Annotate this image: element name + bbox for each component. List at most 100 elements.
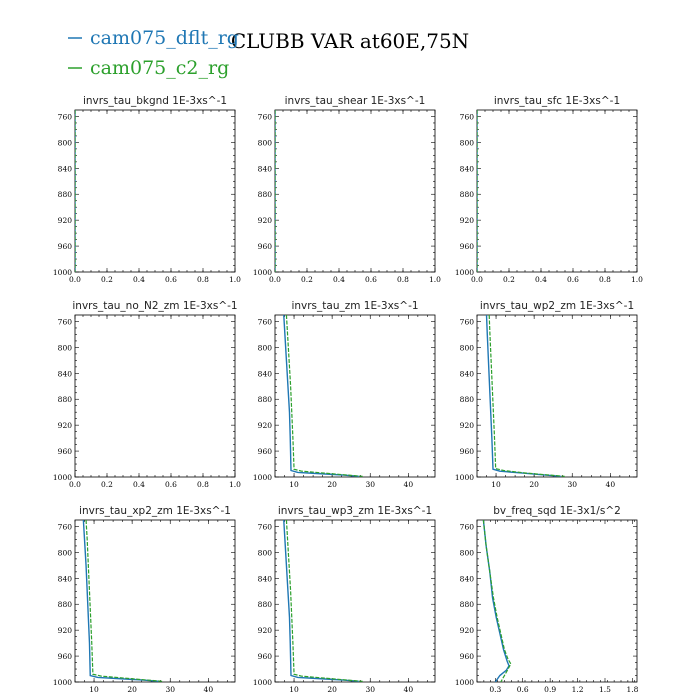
y-tick-label: 800 xyxy=(258,343,273,352)
y-tick-label: 840 xyxy=(460,164,475,173)
y-tick-label: 920 xyxy=(460,216,475,225)
series-line-cam075-dflt-rg xyxy=(283,315,359,477)
y-tick-label: 760 xyxy=(58,522,73,531)
y-tick-label: 920 xyxy=(258,216,273,225)
y-tick-label: 1000 xyxy=(53,268,72,277)
y-tick-label: 840 xyxy=(258,574,273,583)
plot-frame xyxy=(476,109,638,273)
y-tick-label: 920 xyxy=(58,421,73,430)
x-tick-label: 0.4 xyxy=(133,480,145,489)
y-tick-label: 880 xyxy=(258,395,273,404)
x-tick-label: 0.2 xyxy=(301,275,313,284)
x-tick-label: 0.0 xyxy=(69,275,81,284)
y-tick-label: 880 xyxy=(460,395,475,404)
panel-2: invrs_tau_shear 1E-3xs^-1 760 800 840 880 920… xyxy=(253,95,441,284)
plot-frame xyxy=(274,519,436,683)
y-tick-label: 760 xyxy=(58,112,73,121)
x-tick-label: 0.4 xyxy=(133,275,145,284)
series-line-cam075-dflt-rg xyxy=(82,520,159,682)
panel-4: invrs_tau_no_N2_zm 1E-3xs^-1 760 800 840 880… xyxy=(53,300,241,489)
x-tick-label: 40 xyxy=(404,480,414,489)
x-tick-label: 0.8 xyxy=(197,275,209,284)
y-tick-label: 840 xyxy=(258,369,273,378)
plot-frame xyxy=(74,109,236,273)
panel-title: invrs_tau_wp2_zm 1E-3xs^-1 xyxy=(480,300,634,312)
panel-title: invrs_tau_zm 1E-3xs^-1 xyxy=(291,300,418,312)
x-tick-label: 1.0 xyxy=(229,275,241,284)
x-tick-label: 20 xyxy=(327,685,337,694)
panel-title: invrs_tau_wp3_zm 1E-3xs^-1 xyxy=(278,505,432,517)
y-tick-label: 960 xyxy=(258,242,273,251)
panel-6: invrs_tau_wp2_zm 1E-3xs^-1 760 800 840 880 92… xyxy=(455,300,638,489)
panel-title: invrs_tau_bkgnd 1E-3xs^-1 xyxy=(83,95,227,107)
panel-title: invrs_tau_shear 1E-3xs^-1 xyxy=(285,95,426,107)
x-tick-label: 0.4 xyxy=(333,275,345,284)
y-tick-label: 840 xyxy=(460,369,475,378)
plot-frame xyxy=(476,519,638,683)
x-tick-label: 1.8 xyxy=(626,685,638,694)
y-tick-label: 760 xyxy=(258,112,273,121)
x-tick-label: 40 xyxy=(404,685,414,694)
legend-label: cam075_dflt_rg xyxy=(90,27,239,49)
panel-1: invrs_tau_bkgnd 1E-3xs^-1 760 800 840 880 920… xyxy=(53,95,241,284)
x-tick-label: 0.0 xyxy=(69,480,81,489)
x-tick-label: 30 xyxy=(365,685,375,694)
y-tick-label: 840 xyxy=(58,369,73,378)
y-tick-label: 800 xyxy=(460,548,475,557)
y-tick-label: 880 xyxy=(58,190,73,199)
x-tick-label: 20 xyxy=(327,480,337,489)
figure-title: CLUBB VAR at60E,75N xyxy=(231,29,469,53)
series-line-cam075-c2-rg xyxy=(85,520,163,682)
x-tick-label: 40 xyxy=(606,480,616,489)
y-tick-label: 920 xyxy=(58,216,73,225)
x-tick-label: 0.0 xyxy=(269,275,281,284)
x-tick-label: 0.8 xyxy=(197,480,209,489)
y-tick-label: 960 xyxy=(258,652,273,661)
x-tick-label: 1.0 xyxy=(631,275,643,284)
y-tick-label: 800 xyxy=(460,138,475,147)
panel-8: invrs_tau_wp3_zm 1E-3xs^-1 760 800 840 880 92… xyxy=(253,505,436,694)
x-tick-label: 0.0 xyxy=(471,275,483,284)
plot-frame xyxy=(74,314,236,478)
y-tick-label: 960 xyxy=(58,652,73,661)
x-tick-label: 0.2 xyxy=(503,275,515,284)
y-tick-label: 1000 xyxy=(253,268,272,277)
series-line-cam075-c2-rg xyxy=(285,520,363,682)
series-line-cam075-dflt-rg xyxy=(283,520,359,682)
x-tick-label: 10 xyxy=(491,480,501,489)
x-tick-label: 40 xyxy=(204,685,214,694)
y-tick-label: 920 xyxy=(460,626,475,635)
y-tick-label: 840 xyxy=(58,574,73,583)
legend-label: cam075_c2_rg xyxy=(90,57,229,79)
panel-title: invrs_tau_sfc 1E-3xs^-1 xyxy=(494,95,620,107)
x-tick-label: 0.8 xyxy=(397,275,409,284)
y-tick-label: 880 xyxy=(258,600,273,609)
y-tick-label: 920 xyxy=(58,626,73,635)
panel-title: bv_freq_sqd 1E-3x1/s^2 xyxy=(493,505,621,517)
x-tick-label: 0.2 xyxy=(101,480,113,489)
y-tick-label: 760 xyxy=(58,317,73,326)
x-tick-label: 30 xyxy=(365,480,375,489)
x-tick-label: 30 xyxy=(165,685,175,694)
y-tick-label: 800 xyxy=(258,548,273,557)
x-tick-label: 0.6 xyxy=(165,275,177,284)
y-tick-label: 920 xyxy=(460,421,475,430)
x-tick-label: 0.2 xyxy=(101,275,113,284)
y-tick-label: 760 xyxy=(258,522,273,531)
y-tick-label: 960 xyxy=(460,242,475,251)
series-line-cam075-c2-rg xyxy=(285,315,363,477)
plot-frame xyxy=(274,314,436,478)
legend-item: cam075_dflt_rg xyxy=(68,27,239,49)
legend-item: cam075_c2_rg xyxy=(68,57,229,79)
x-tick-label: 30 xyxy=(567,480,577,489)
x-tick-label: 20 xyxy=(127,685,137,694)
y-tick-label: 960 xyxy=(58,447,73,456)
y-tick-label: 800 xyxy=(58,343,73,352)
y-tick-label: 880 xyxy=(58,600,73,609)
y-tick-label: 800 xyxy=(258,138,273,147)
y-tick-label: 800 xyxy=(58,548,73,557)
y-tick-label: 760 xyxy=(460,317,475,326)
y-tick-label: 840 xyxy=(258,164,273,173)
x-tick-label: 0.6 xyxy=(517,685,529,694)
y-tick-label: 800 xyxy=(460,343,475,352)
